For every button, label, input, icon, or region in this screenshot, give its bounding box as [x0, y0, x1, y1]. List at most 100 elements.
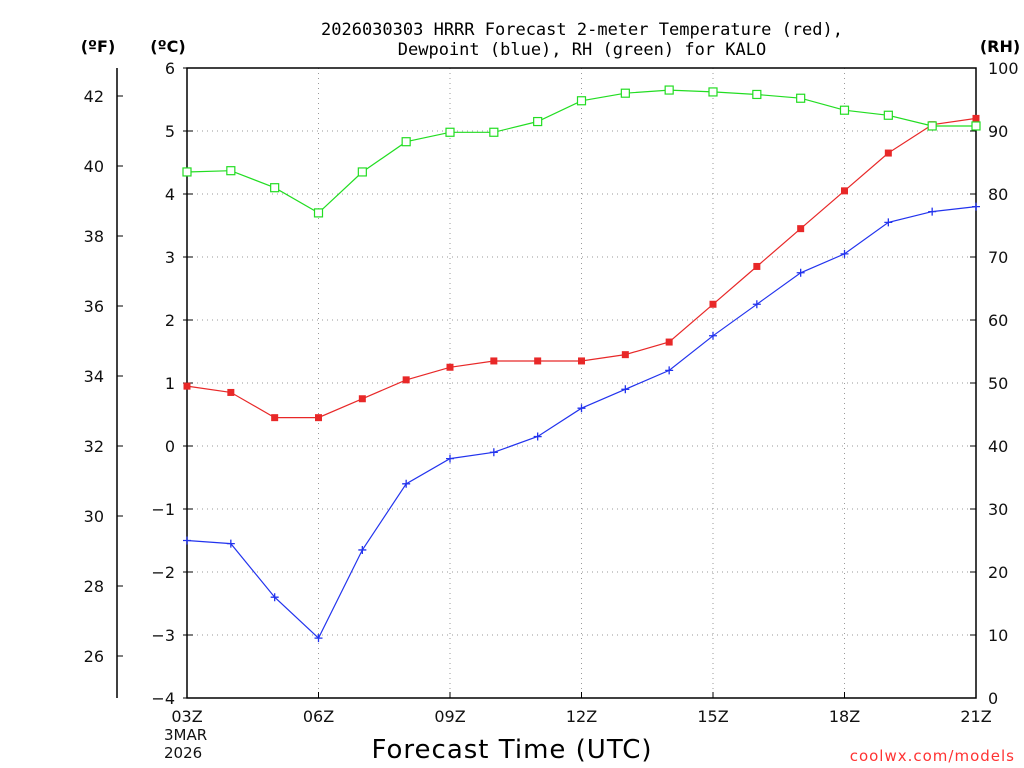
celsius-tick-label: −2 [151, 563, 175, 582]
dewpoint-point [358, 545, 367, 554]
celsius-tick-label: 5 [165, 122, 175, 141]
rh-tick-label: 50 [988, 374, 1008, 393]
temperature-point [271, 414, 279, 422]
dewpoint-point [709, 331, 717, 340]
rh-point [401, 137, 411, 147]
rh-point [664, 85, 674, 95]
rh-point [357, 167, 367, 177]
fahrenheit-tick-label: 30 [84, 507, 104, 526]
rh-point [313, 208, 324, 218]
dewpoint-point [533, 432, 542, 441]
temperature-point [753, 262, 761, 270]
dewpoint-point [402, 479, 411, 488]
fahrenheit-unit-label: (ºF) [81, 37, 116, 56]
celsius-tick-label: −1 [151, 500, 175, 519]
x-tick-label: 03Z [171, 707, 202, 726]
temperature-point [227, 388, 235, 396]
temperature-point [578, 357, 585, 365]
rh-point [226, 166, 236, 176]
rh-unit-label: (RH) [980, 37, 1020, 56]
fahrenheit-tick-label: 38 [84, 227, 104, 246]
x-tick-label: 12Z [566, 707, 597, 726]
fahrenheit-tick-label: 32 [84, 437, 104, 456]
celsius-tick-label: −4 [151, 689, 175, 708]
temperature-point [884, 149, 892, 157]
date-month-label: 3MAR [164, 726, 207, 744]
rh-point [270, 183, 280, 193]
fahrenheit-tick-label: 26 [84, 647, 104, 666]
rh-tick-label: 30 [988, 500, 1008, 519]
rh-point [533, 116, 543, 127]
dewpoint-point [621, 385, 630, 394]
fahrenheit-tick-label: 42 [84, 87, 104, 106]
x-tick-label: 06Z [303, 707, 334, 726]
fahrenheit-tick-label: 28 [84, 577, 104, 596]
temperature-point [972, 114, 980, 122]
rh-point [927, 121, 937, 131]
rh-point [620, 88, 630, 98]
rh-point [839, 105, 850, 115]
dewpoint-point [446, 454, 454, 463]
temperature-point [665, 338, 673, 346]
dewpoint-point [183, 536, 191, 545]
x-tick-label: 15Z [697, 707, 728, 726]
rh-tick-label: 80 [988, 185, 1008, 204]
celsius-tick-label: 1 [165, 374, 175, 393]
celsius-tick-label: −3 [151, 626, 175, 645]
temperature-point [315, 414, 322, 422]
dewpoint-point [270, 593, 279, 602]
credit-link[interactable]: coolwx.com/models [850, 747, 1015, 765]
rh-point [796, 93, 806, 103]
dewpoint-point [972, 202, 980, 211]
celsius-tick-label: 6 [165, 59, 175, 78]
x-tick-label: 21Z [960, 707, 991, 726]
rh-tick-label: 100 [988, 59, 1019, 78]
rh-point [445, 127, 455, 137]
dewpoint-point [226, 539, 235, 548]
x-axis-label: Forecast Time (UTC) [371, 735, 652, 765]
temperature-point [841, 187, 848, 195]
dewpoint-point [928, 207, 937, 216]
dewpoint-point [752, 300, 761, 309]
rh-point [883, 110, 893, 120]
dewpoint-point [796, 268, 805, 277]
fahrenheit-tick-label: 36 [84, 297, 104, 316]
temperature-point [621, 351, 629, 359]
fahrenheit-tick-label: 34 [84, 367, 104, 386]
x-tick-label: 09Z [434, 707, 465, 726]
rh-point [182, 167, 192, 177]
celsius-tick-label: 4 [165, 185, 175, 204]
temperature-point [709, 300, 717, 308]
dewpoint-point [489, 448, 498, 457]
temperature-point [490, 357, 498, 365]
rh-tick-label: 60 [988, 311, 1008, 330]
rh-point [752, 89, 762, 100]
chart-title-line-1: 2026030303 HRRR Forecast 2-meter Tempera… [321, 20, 843, 40]
rh-tick-label: 70 [988, 248, 1008, 267]
dewpoint-point [665, 366, 674, 375]
dewpoint-point [314, 634, 323, 643]
rh-point [576, 96, 587, 106]
rh-tick-label: 10 [988, 626, 1008, 645]
grid-lines [187, 68, 976, 698]
temperature-point [446, 363, 454, 371]
dewpoint-point [884, 218, 893, 227]
celsius-tick-label: 3 [165, 248, 175, 267]
fahrenheit-tick-label: 40 [84, 157, 104, 176]
rh-point [971, 121, 981, 131]
date-year-label: 2026 [164, 744, 202, 762]
rh-tick-label: 20 [988, 563, 1008, 582]
data-series [182, 85, 981, 643]
rh-tick-label: 40 [988, 437, 1008, 456]
temperature-point [358, 395, 366, 403]
rh-tick-label: 0 [988, 689, 998, 708]
celsius-tick-label: 0 [165, 437, 175, 456]
dewpoint-point [840, 249, 849, 258]
rh-tick-label: 90 [988, 122, 1008, 141]
tick-labels: −4−3−2−101234560102030405060708090100262… [84, 59, 1019, 726]
chart-title-line-2: Dewpoint (blue), RH (green) for KALO [398, 40, 766, 60]
x-tick-label: 18Z [829, 707, 860, 726]
celsius-tick-label: 2 [165, 311, 175, 330]
temperature-point [797, 225, 805, 233]
